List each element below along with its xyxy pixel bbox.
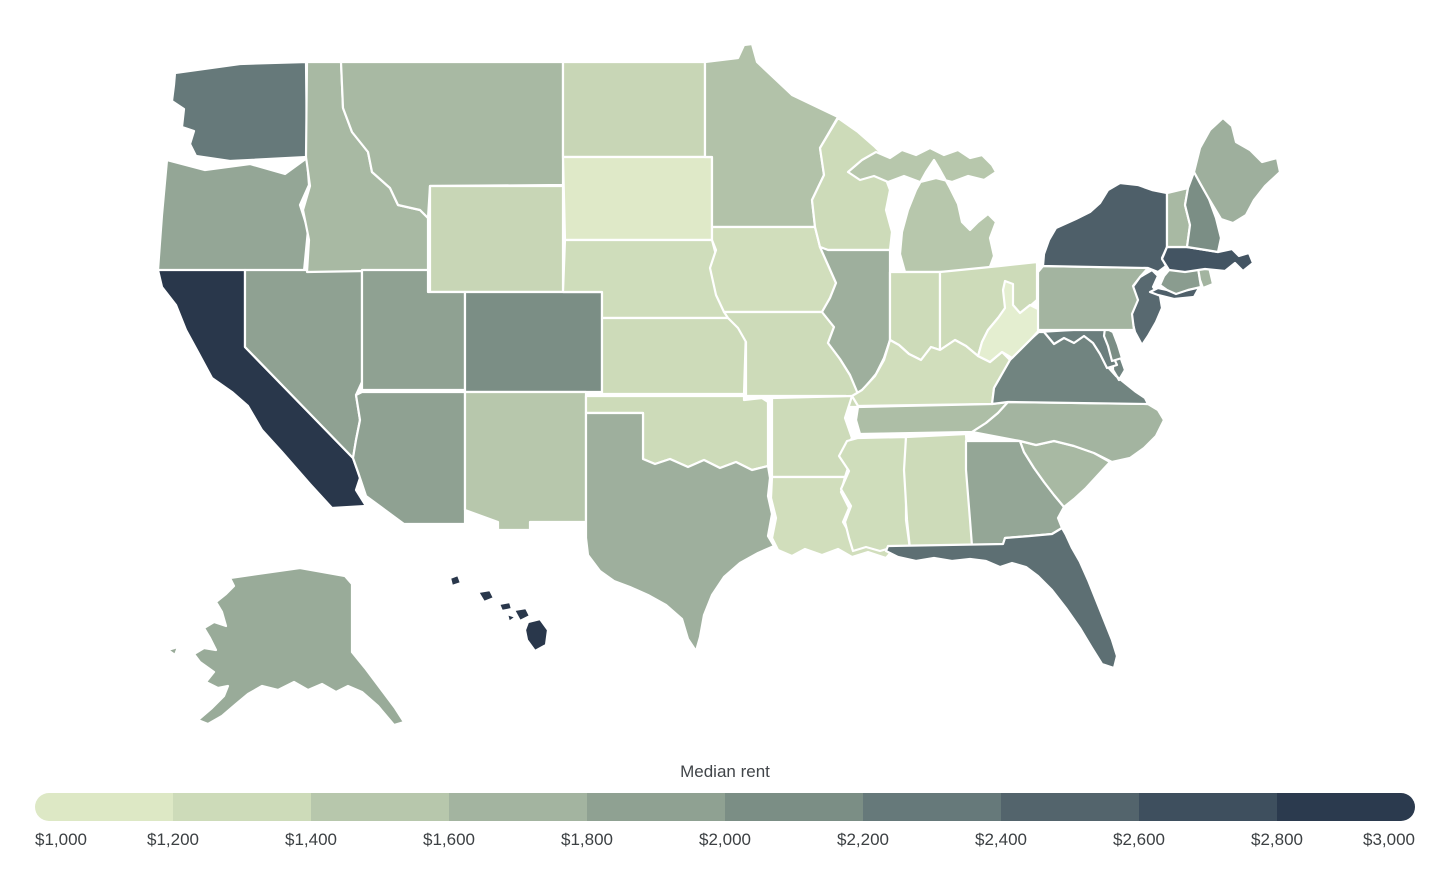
state-az[interactable] [351,390,467,526]
legend-color-block [863,793,1001,821]
state-ar[interactable] [770,394,854,479]
state-hi[interactable] [448,573,550,653]
legend-tick-labels: $1,000 $1,200 $1,400 $1,600 $1,800 $2,000 $2,2… [35,830,1415,852]
legend-tick-label: $2,800 [1251,830,1303,849]
state-ks[interactable] [600,316,748,396]
legend-color-block [1139,793,1277,821]
legend: Median rent $1,000 $1,200 $1,400 $1,600 $1,8… [35,760,1415,860]
state-nc[interactable] [970,400,1166,464]
state-wa[interactable] [170,60,309,163]
legend-tick-label: $2,200 [837,830,889,849]
state-me[interactable] [1192,116,1282,225]
legend-color-block [1001,793,1139,821]
legend-title: Median rent [680,762,770,781]
state-ms[interactable] [837,435,912,553]
state-wy[interactable] [428,184,565,294]
legend-tick-label: $1,400 [285,830,337,849]
state-ak[interactable] [166,566,406,727]
legend-color-block [35,793,173,821]
legend-tick-label: $1,600 [423,830,475,849]
state-wv[interactable] [976,279,1052,364]
state-al[interactable] [902,432,974,559]
state-nm[interactable] [463,390,588,532]
us-choropleth-map [156,42,1282,727]
legend-color-bar [35,793,1415,821]
state-de[interactable] [1102,326,1124,363]
state-nd[interactable] [561,60,707,159]
state-sd[interactable] [561,155,714,242]
legend-color-block [1277,793,1415,821]
legend-tick-label: $1,000 [35,830,87,849]
legend-tick-label: $1,800 [561,830,613,849]
state-co[interactable] [463,290,604,394]
state-or[interactable] [156,156,311,273]
legend-tick-label: $1,200 [147,830,199,849]
legend-tick-label: $2,000 [699,830,751,849]
legend-color-block [449,793,587,821]
legend-tick-label: $3,000 [1363,830,1415,849]
legend-color-block [311,793,449,821]
state-tx[interactable] [584,411,776,653]
legend-color-block [587,793,725,821]
state-fl[interactable] [884,526,1119,670]
legend-tick-label: $2,400 [975,830,1027,849]
state-ma[interactable] [1160,245,1255,274]
state-mi[interactable] [846,146,998,274]
legend-color-block [725,793,863,821]
legend-tick-label: $2,600 [1113,830,1165,849]
legend-color-block [173,793,311,821]
state-pa[interactable] [1036,264,1150,332]
